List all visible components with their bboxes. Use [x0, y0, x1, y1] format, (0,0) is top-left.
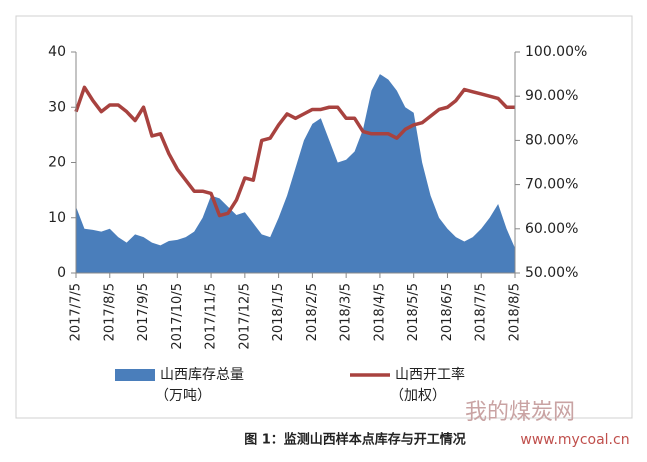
- y-tick-label: 10: [48, 210, 66, 226]
- chart-frame: [15, 15, 633, 419]
- caption: 图 1：监测山西样本点库存与开工情况: [244, 432, 466, 448]
- x-tick-label: 2017/10/5: [170, 283, 185, 350]
- y2-tick-label: 100.00%: [525, 44, 587, 60]
- watermark-url: www.mycoal.cn: [520, 432, 629, 448]
- x-tick-label: 2018/1/5: [271, 283, 286, 341]
- legend-unit: （加权）: [390, 388, 446, 404]
- y2-tick-label: 70.00%: [525, 177, 578, 193]
- watermark: 我的煤炭网: [465, 400, 575, 425]
- legend-label: 山西开工率: [395, 366, 465, 383]
- y2-tick-label: 90.00%: [525, 88, 578, 104]
- x-tick-label: 2018/6/5: [440, 283, 455, 341]
- x-tick-label: 2018/3/5: [339, 283, 354, 341]
- x-tick-label: 2018/8/5: [508, 283, 523, 341]
- line: [74, 85, 515, 218]
- area: [76, 74, 515, 273]
- x-tick-label: 2018/7/5: [474, 283, 489, 341]
- x-tick-label: 2017/12/5: [237, 283, 252, 350]
- y2-tick-label: 50.00%: [525, 265, 578, 281]
- y-tick-label: 30: [48, 99, 66, 115]
- legend-swatch: [115, 369, 155, 381]
- y2-tick-label: 80.00%: [525, 132, 578, 148]
- x-tick-label: 2017/9/5: [136, 283, 151, 341]
- y-tick-label: 40: [48, 44, 66, 60]
- x-tick-label: 2017/11/5: [204, 283, 219, 350]
- x-tick-label: 2018/5/5: [406, 283, 421, 341]
- x-tick-label: 2017/7/5: [69, 283, 84, 341]
- legend-label: 山西库存总量: [160, 367, 244, 383]
- legend-unit: （万吨）: [155, 388, 211, 404]
- y-tick-label: 0: [57, 265, 66, 281]
- y2-tick-label: 60.00%: [525, 221, 578, 237]
- x-tick-label: 2017/8/5: [102, 283, 117, 341]
- x-tick-label: 2018/2/5: [305, 283, 320, 341]
- x-tick-label: 2018/4/5: [372, 283, 387, 341]
- y-tick-label: 20: [48, 155, 66, 171]
